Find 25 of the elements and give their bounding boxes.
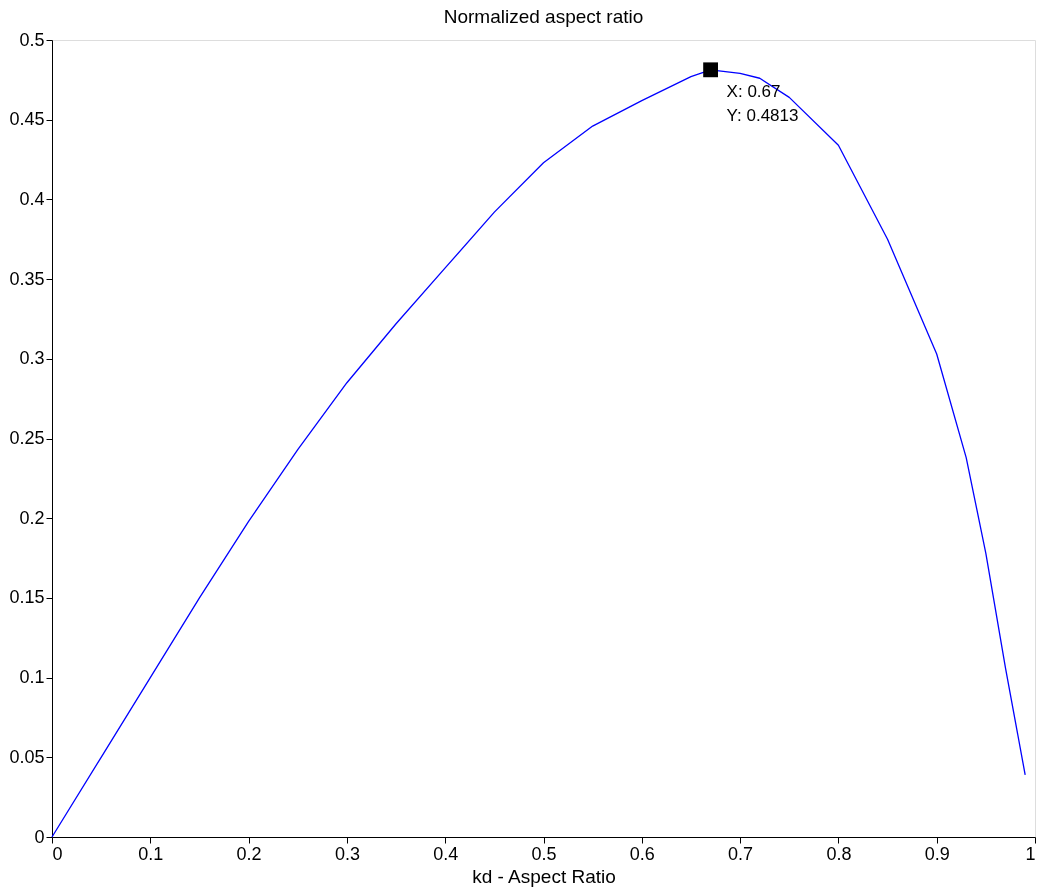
y-tick-label: 0.2 [19,507,45,528]
x-tick-label: 0.1 [138,843,164,864]
y-tick-label: 0.35 [9,268,45,289]
x-tick-label: 0.9 [924,843,950,864]
x-tick-label: 0.4 [433,843,459,864]
y-tick-label: 0.4 [19,188,45,209]
y-tick-label: 0.5 [19,29,45,50]
x-axis-title: kd - Aspect Ratio [472,865,616,887]
y-tick-label: 0.15 [9,587,45,608]
y-tick-label: 0.45 [9,109,45,130]
x-tick-label: 0.7 [728,843,754,864]
x-tick-label: 1 [1025,843,1036,864]
chart-title: Normalized aspect ratio [443,6,644,27]
y-tick-label: 0 [34,826,45,847]
x-tick-label: 0 [52,843,63,864]
y-tick-label: 0.3 [19,348,45,369]
x-tick-label: 0.3 [334,843,360,864]
y-tick-label: 0.1 [19,667,45,688]
x-tick-label: 0.5 [531,843,557,864]
x-tick-label: 0.2 [236,843,262,864]
x-tick-label: 0.6 [629,843,655,864]
y-tick-label: 0.25 [9,428,45,448]
annotation: X: 0.67 Y: 0.4813 [726,81,799,125]
x-tick-label: 0.8 [826,843,852,864]
y-tick-label: 0.05 [9,746,45,767]
